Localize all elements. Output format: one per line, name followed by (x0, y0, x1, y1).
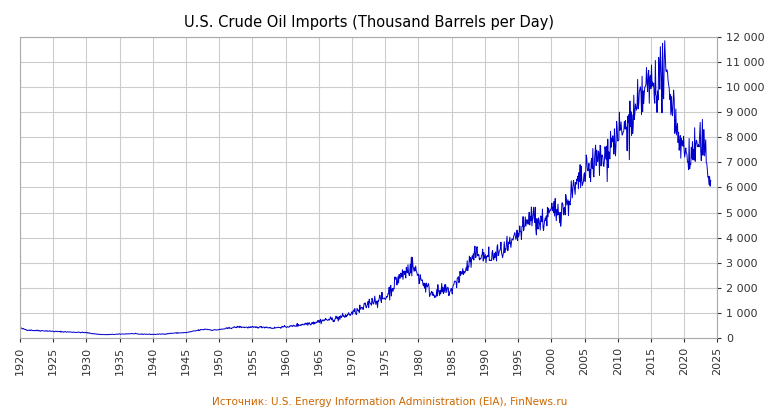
Title: U.S. Crude Oil Imports (Thousand Barrels per Day): U.S. Crude Oil Imports (Thousand Barrels… (183, 15, 554, 30)
Text: Источник: U.S. Energy Information Administration (EIA), FinNews.ru: Источник: U.S. Energy Information Admini… (212, 397, 568, 407)
